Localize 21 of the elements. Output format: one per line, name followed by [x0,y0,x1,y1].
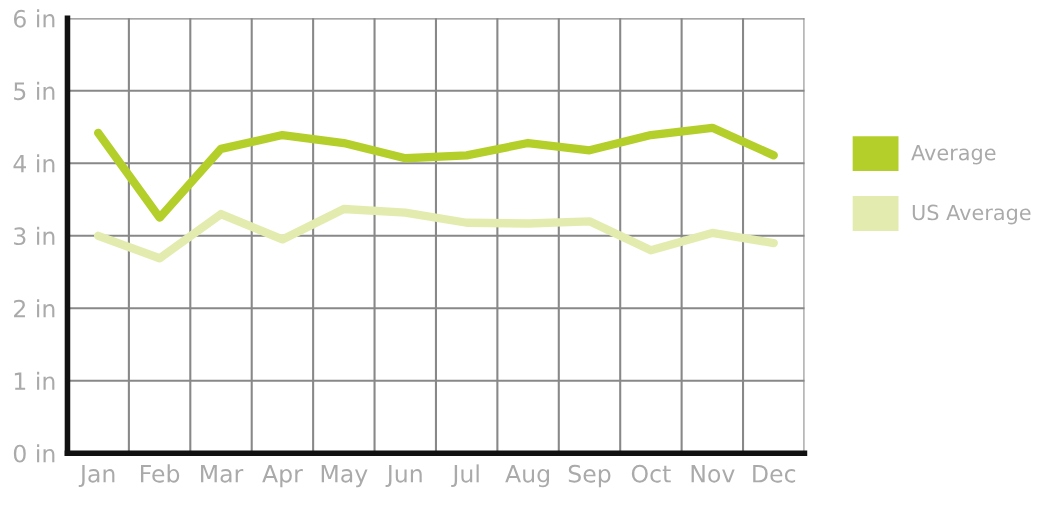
y-tick-label: 5 in [14,81,55,101]
y-tick-label: 6 in [13,9,55,28]
legend-label: US Average [912,204,1031,225]
x-tick-label: Sep [568,464,611,488]
x-tick-label: Aug [505,465,549,488]
x-tick-label: Jul [451,464,479,488]
y-tick-label: 2 in [14,299,55,318]
x-tick-label: Dec [753,465,796,483]
legend-label: Average [911,144,996,165]
y-tick-label: 0 in [13,444,55,463]
y-tick-label: 4 in [13,154,55,173]
x-tick-label: May [321,465,368,488]
y-tick-label: 3 in [14,226,55,246]
x-tick-label: Nov [691,465,735,483]
x-tick-label: Jun [385,465,422,488]
x-tick-label: Apr [262,465,303,488]
x-tick-label: Jan [78,465,115,488]
x-tick-label: Feb [141,464,180,483]
y-tick-label: 1 in [14,371,55,390]
x-tick-label: Mar [201,465,244,483]
x-tick-label: Oct [631,464,671,483]
